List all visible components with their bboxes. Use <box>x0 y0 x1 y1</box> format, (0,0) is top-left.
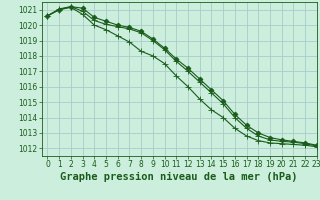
X-axis label: Graphe pression niveau de la mer (hPa): Graphe pression niveau de la mer (hPa) <box>60 172 298 182</box>
